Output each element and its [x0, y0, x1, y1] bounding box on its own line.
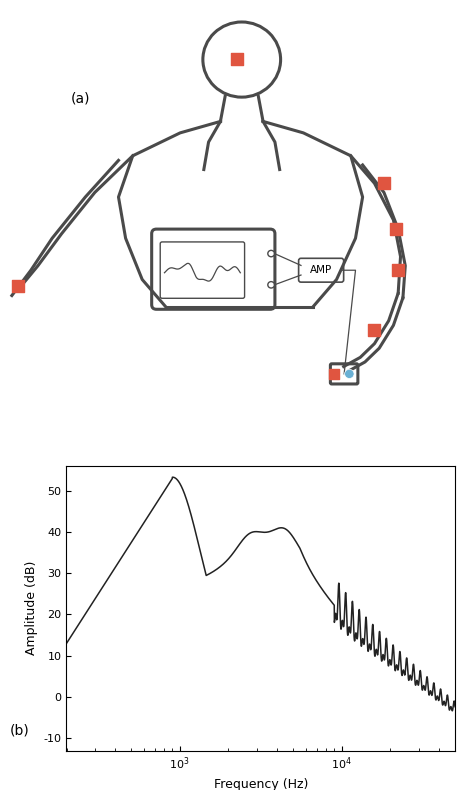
FancyBboxPatch shape	[330, 364, 358, 384]
Point	[233, 52, 241, 65]
Point	[380, 177, 388, 190]
Point	[371, 324, 378, 337]
FancyBboxPatch shape	[160, 242, 245, 299]
Point	[394, 264, 402, 276]
Text: AMP: AMP	[310, 265, 332, 275]
Text: (b): (b)	[9, 724, 29, 738]
Point	[14, 280, 22, 292]
FancyBboxPatch shape	[299, 258, 344, 282]
Text: (a): (a)	[71, 92, 91, 106]
Circle shape	[268, 281, 274, 288]
X-axis label: Frequency (Hz): Frequency (Hz)	[213, 777, 308, 790]
Y-axis label: Amplitude (dB): Amplitude (dB)	[25, 561, 38, 656]
FancyBboxPatch shape	[152, 229, 275, 309]
Circle shape	[268, 250, 274, 257]
Point	[330, 367, 338, 380]
Point	[392, 223, 400, 235]
Circle shape	[345, 369, 354, 378]
